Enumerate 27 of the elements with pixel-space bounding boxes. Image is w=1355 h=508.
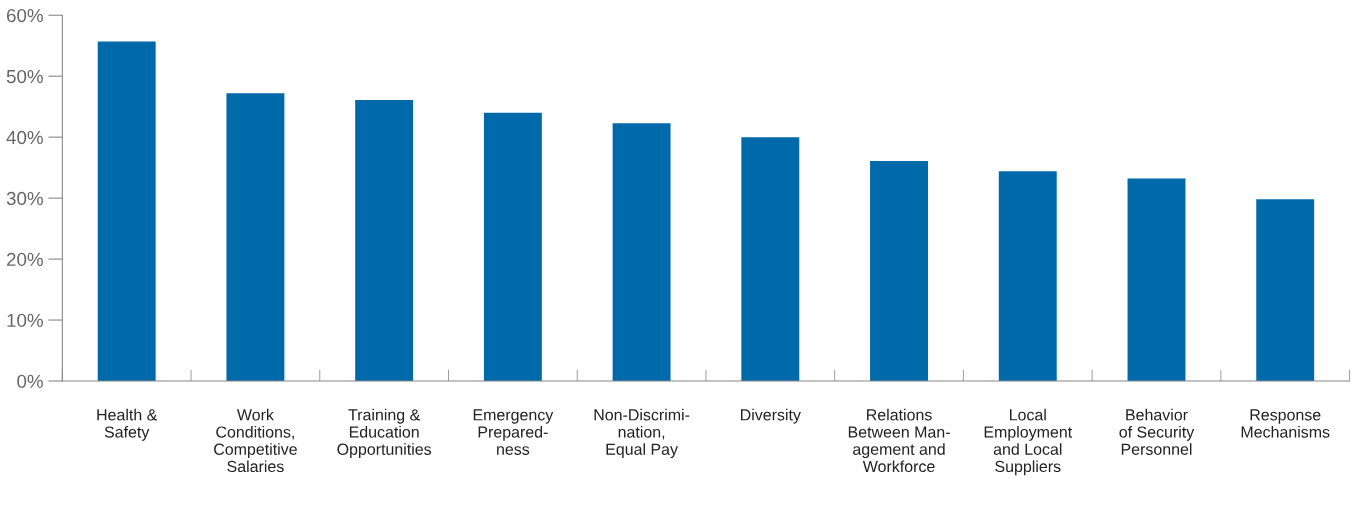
x-tick-label: Local Employment and Local Suppliers (984, 408, 1073, 476)
x-tick-label: Health & Safety (97, 408, 158, 441)
bar (741, 137, 800, 381)
y-tick-label: 60% (7, 8, 43, 23)
x-tick-label: Diversity (741, 408, 801, 424)
y-tick-label: 30% (6, 191, 43, 206)
x-tick-label: Work Conditions, Competitive Salaries (214, 408, 297, 473)
x-tick-label: Relations Between Man- agement and Workforce (848, 408, 950, 473)
x-tick-label: Training & Education Opportunities (337, 408, 432, 459)
bar (612, 123, 671, 381)
bar (483, 112, 542, 381)
x-tick-label: Response Mechanisms (1241, 409, 1330, 438)
y-tick-label: 20% (7, 252, 43, 267)
y-tick-label: 10% (7, 313, 43, 328)
bar (226, 93, 285, 381)
bar (97, 41, 156, 381)
y-tick-label: 0% (17, 374, 43, 388)
x-tick-label: Non-Discrimi- nation, Equal Pay (594, 408, 690, 459)
bar (355, 99, 414, 381)
bar (1256, 199, 1315, 381)
y-tick-label: 40% (6, 130, 43, 145)
y-tick-label: 50% (6, 69, 43, 84)
x-tick-label: Emergency Prepared- ness (473, 409, 554, 455)
bar (1127, 178, 1186, 381)
bar (870, 160, 929, 381)
bar (998, 171, 1057, 381)
x-tick-label: Behavior of Security Personnel (1119, 408, 1195, 455)
